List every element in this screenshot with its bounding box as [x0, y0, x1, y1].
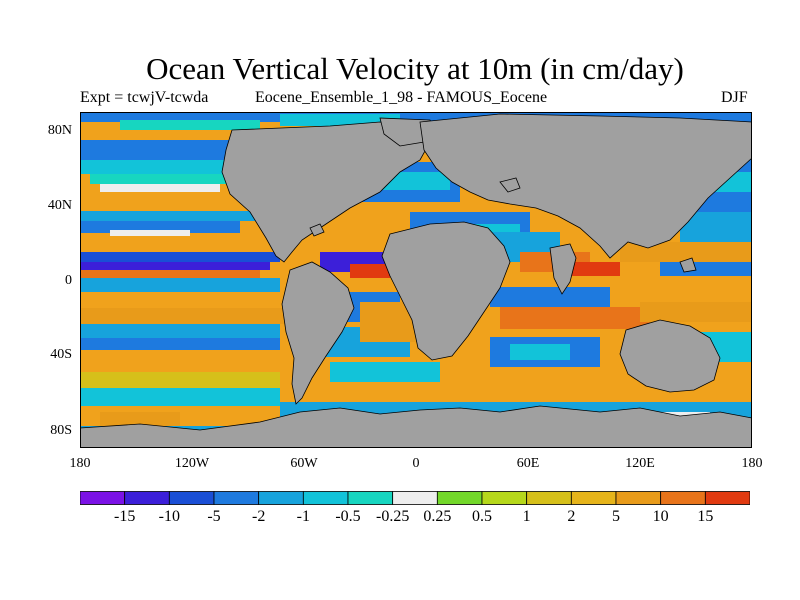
lon-tick-label: 180 [69, 456, 91, 471]
colorbar-label: -2 [251, 508, 266, 525]
colorbar-swatch [258, 491, 304, 505]
australia-landmass [619, 319, 721, 393]
colorbar-label: -1 [296, 508, 310, 525]
colorbar-swatch [124, 491, 170, 505]
colorbar-swatch [481, 491, 528, 505]
colorbar-label: 2 [567, 508, 576, 525]
lon-tick-label: 60E [516, 456, 540, 471]
south-america-landmass [281, 261, 355, 405]
africa-landmass [381, 221, 511, 361]
colorbar-swatch [615, 491, 662, 505]
land-masses [80, 113, 752, 448]
colorbar-label: -15 [113, 508, 136, 525]
lon-tick-label: 120E [625, 456, 655, 471]
colorbar-swatch [436, 491, 483, 505]
colorbar-label: 15 [697, 508, 714, 525]
colorbar-label: 0.5 [472, 508, 492, 525]
season-label: DJF [721, 89, 748, 106]
colorbar-swatch [660, 491, 706, 505]
colorbar-label: 1 [522, 508, 531, 525]
colorbar-label: -0.25 [375, 508, 410, 525]
colorbar-swatch [168, 491, 215, 505]
lon-tick-label: 0 [412, 456, 420, 471]
colorbar-swatch [570, 491, 617, 505]
colorbar-label: 0.25 [423, 508, 452, 525]
ensemble-label: Eocene_Ensemble_1_98 - FAMOUS_Eocene [255, 89, 548, 106]
experiment-label: Expt = tcwjV-tcwda [80, 89, 209, 106]
lat-tick-label: 80N [47, 123, 72, 138]
map-title: Ocean Vertical Velocity at 10m (in cm/da… [146, 51, 684, 86]
lon-tick-label: 120W [174, 456, 210, 471]
lon-tick-label: 180 [741, 456, 763, 471]
lon-tick-label: 60W [290, 456, 318, 471]
colorbar [80, 491, 750, 505]
colorbar-swatch [392, 491, 438, 505]
eurasia-landmass [419, 113, 752, 259]
colorbar-swatch [80, 491, 126, 505]
india-landmass [549, 243, 577, 295]
colorbar-swatch [302, 491, 349, 505]
island-landmass [679, 257, 697, 273]
map-frame [80, 112, 752, 448]
lat-tick-label: 40S [50, 347, 72, 362]
island-landmass [499, 177, 521, 193]
colorbar-swatch [213, 491, 260, 505]
antarctica-landmass [80, 405, 752, 448]
colorbar-swatch [704, 491, 750, 505]
world-map [80, 112, 752, 448]
colorbar-label: 5 [612, 508, 620, 525]
colorbar-swatch [526, 491, 572, 505]
colorbar-label: -0.5 [335, 508, 361, 525]
colorbar-label: -5 [207, 508, 221, 525]
lat-tick-label: 80S [50, 423, 72, 438]
colorbar-swatch [347, 491, 394, 505]
island-landmass [309, 223, 325, 237]
lat-tick-label: 40N [47, 198, 72, 213]
colorbar-label: 10 [652, 508, 669, 525]
lat-tick-label: 0 [65, 273, 72, 288]
colorbar-label: -10 [158, 508, 180, 525]
